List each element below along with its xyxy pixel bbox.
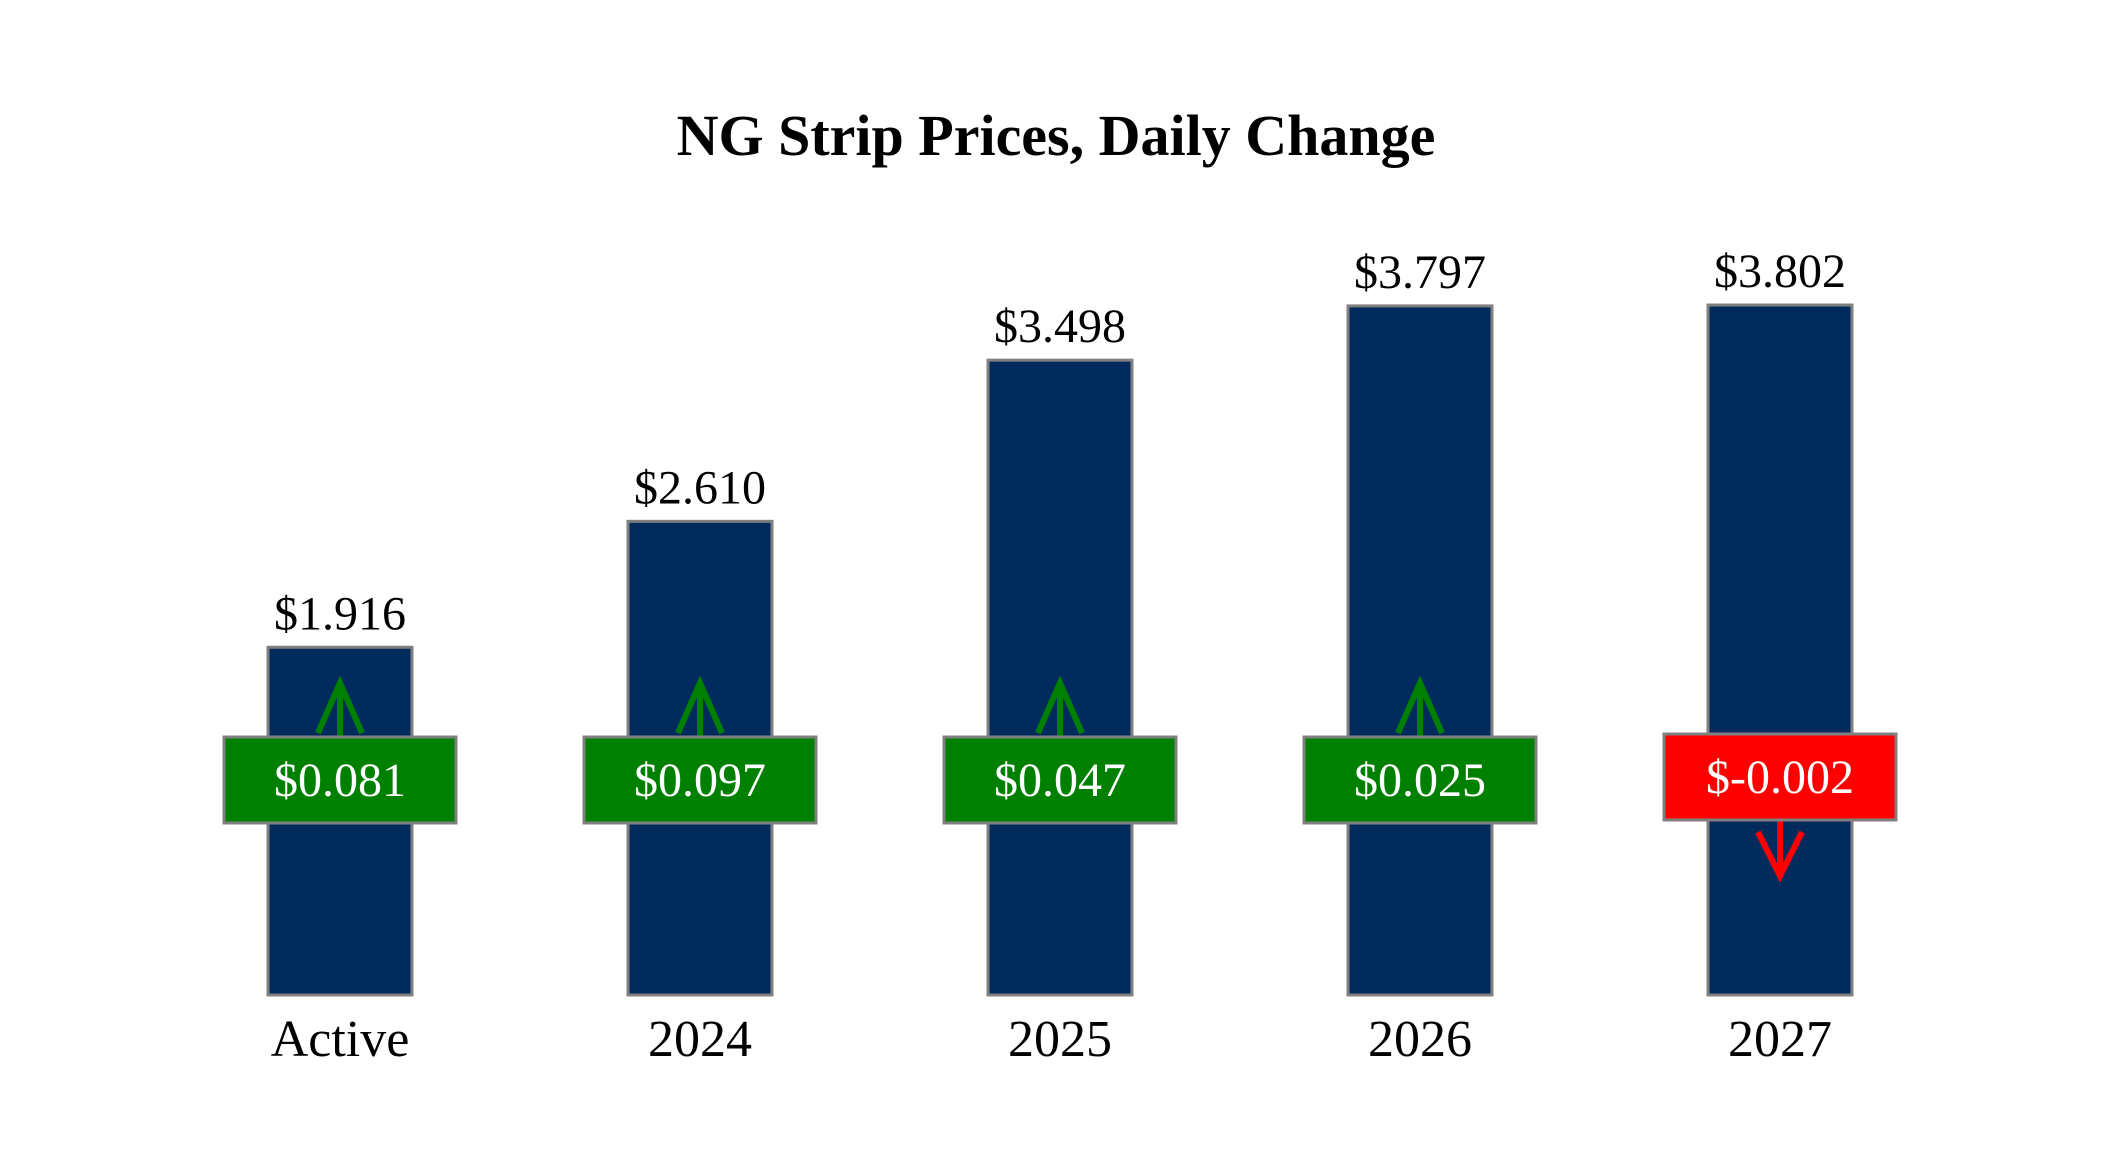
bar-group-2026: $3.797 2026 $0.025 bbox=[1302, 246, 1538, 1068]
value-label: $1.916 bbox=[274, 587, 406, 640]
down-arrow-head-icon bbox=[1755, 830, 1805, 883]
chart-title: NG Strip Prices, Daily Change bbox=[677, 103, 1436, 168]
bar-group-2027: $3.802 2027 $-0.002 bbox=[1662, 245, 1898, 1068]
change-label: $0.025 bbox=[1354, 754, 1486, 807]
category-label: 2025 bbox=[1008, 1011, 1112, 1068]
value-label: $3.797 bbox=[1354, 246, 1486, 299]
bar-group-2025: $3.498 2025 $0.047 bbox=[942, 300, 1178, 1068]
up-arrow-head-icon bbox=[315, 675, 365, 735]
up-arrow-head-icon bbox=[1395, 675, 1445, 735]
change-label: $0.097 bbox=[634, 754, 766, 807]
category-label: 2027 bbox=[1728, 1011, 1832, 1068]
up-arrow-head-icon bbox=[1035, 675, 1085, 735]
change-box bbox=[1302, 735, 1538, 825]
value-label: $3.802 bbox=[1714, 245, 1846, 298]
change-box bbox=[222, 735, 458, 825]
value-label: $2.610 bbox=[634, 461, 766, 514]
category-label: 2024 bbox=[648, 1011, 752, 1068]
change-box bbox=[942, 735, 1178, 825]
up-arrow-head-icon bbox=[675, 675, 725, 735]
category-label: Active bbox=[271, 1011, 410, 1068]
change-box bbox=[1662, 732, 1898, 822]
bar-2026 bbox=[1346, 304, 1494, 997]
bar-2027 bbox=[1706, 303, 1854, 997]
category-label: 2026 bbox=[1368, 1011, 1472, 1068]
change-label: $0.047 bbox=[994, 754, 1126, 807]
change-box bbox=[582, 735, 818, 825]
change-label: $-0.002 bbox=[1706, 751, 1854, 804]
bar-group-active: $1.916 Active $0.081 bbox=[222, 587, 458, 1068]
bars-layer: $1.916 Active $0.081 $2.610 2024 $0.097 $3.498… bbox=[222, 245, 1898, 1068]
value-label: $3.498 bbox=[994, 300, 1126, 353]
change-label: $0.081 bbox=[274, 754, 406, 807]
bar-group-2024: $2.610 2024 $0.097 bbox=[582, 461, 818, 1068]
